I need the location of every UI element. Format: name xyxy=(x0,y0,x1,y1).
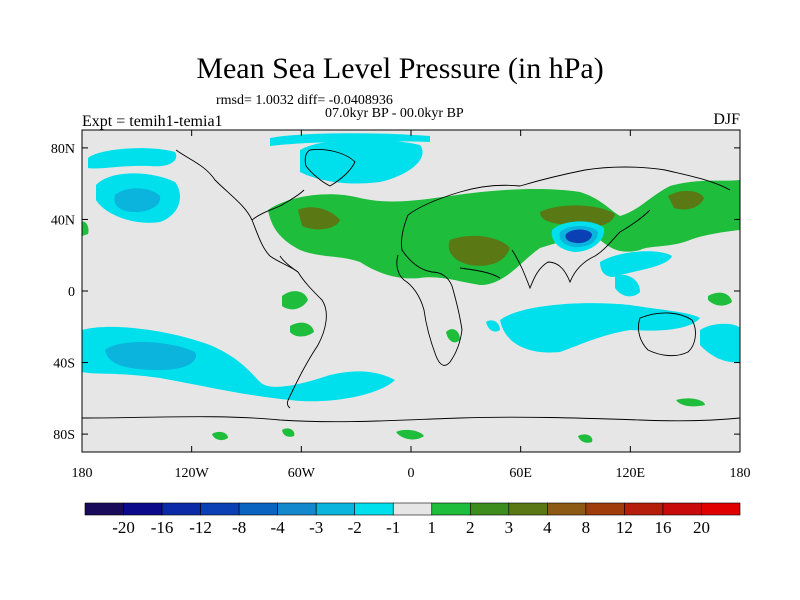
colorbar-swatch xyxy=(508,502,548,516)
latitude-axis: 80N 40N 0 40S 80S xyxy=(51,142,740,443)
tibetan-low-core xyxy=(565,229,592,244)
brazil-high-region xyxy=(290,322,314,337)
season-label: DJF xyxy=(713,111,740,128)
eurasia-high-region xyxy=(268,180,740,285)
lat-tick-label: 80S xyxy=(53,428,75,443)
south-america-high-region xyxy=(282,291,308,310)
lon-tick-label: 180 xyxy=(72,466,93,481)
colorbar-swatch xyxy=(315,502,356,516)
lat-tick-label: 0 xyxy=(68,285,75,300)
colorbar-label: -20 xyxy=(112,518,135,537)
colorbar-swatch xyxy=(200,502,240,516)
colorbar-swatch xyxy=(624,502,664,516)
experiment-label: Expt = temih1-temia1 xyxy=(82,113,223,130)
period-text: 07.0kyr BP - 00.0kyr BP xyxy=(325,106,464,121)
map-background xyxy=(82,130,740,452)
colorbar-label: 12 xyxy=(616,518,633,537)
pacific-coast-high-region xyxy=(82,221,89,236)
colorbar-label: 2 xyxy=(466,518,475,537)
colorbar-swatch xyxy=(277,502,317,516)
lat-tick-label: 80N xyxy=(51,142,75,157)
colorbar-label: 16 xyxy=(654,518,671,537)
colorbar-swatch xyxy=(238,502,278,516)
arctic-strip-region xyxy=(270,133,430,146)
arctic-low-region xyxy=(88,148,177,169)
south-pacific-low-core xyxy=(105,341,196,370)
coastlines xyxy=(82,149,740,423)
north-pacific-low-core xyxy=(114,188,161,212)
antarctic-high-4 xyxy=(578,434,593,443)
colorbar-swatch xyxy=(585,502,625,516)
indian-ocean-low-region xyxy=(500,303,700,353)
colorbar-label: -16 xyxy=(151,518,174,537)
east-asia-high-core xyxy=(668,190,704,210)
colorbar-label: -8 xyxy=(232,518,246,537)
southern-africa-high-region xyxy=(446,329,460,343)
colorbar-label: -1 xyxy=(386,518,400,537)
western-pacific-low-region xyxy=(600,251,672,277)
colorbar-label: 3 xyxy=(505,518,514,537)
colorbar-swatch xyxy=(123,502,163,516)
antarctic-high-2 xyxy=(396,429,424,440)
colorbar-label: 20 xyxy=(693,518,710,537)
southern-ocean-high-region xyxy=(676,398,705,407)
colorbar-label: 1 xyxy=(428,518,437,537)
colorbar-label: 4 xyxy=(543,518,552,537)
colorbar-swatch xyxy=(701,502,741,516)
southeast-pacific-low-region xyxy=(700,323,740,363)
colorbar-swatch xyxy=(431,502,471,516)
pressure-field xyxy=(82,133,740,443)
stats-text: rmsd= 1.0032 diff= -0.0408936 xyxy=(216,93,393,108)
lon-tick-label: 60W xyxy=(288,466,316,481)
eurasia-high-core-east xyxy=(540,205,615,227)
lat-tick-label: 40N xyxy=(51,213,75,228)
longitude-axis: 180 120W 60W 0 60E 120E 180 xyxy=(72,130,751,481)
colorbar-swatch xyxy=(161,502,201,516)
colorbar-label: -12 xyxy=(189,518,212,537)
colorbar-swatch xyxy=(84,502,124,516)
colorbar-label: 8 xyxy=(582,518,591,537)
antarctic-high-3 xyxy=(282,428,295,437)
philippine-low-region xyxy=(615,274,640,297)
madagascar-low-region xyxy=(486,320,500,332)
eurasia-high-core-mid xyxy=(448,235,510,266)
colorbar: -20 -16 -12 -8 -4 -3 -2 -1 1 2 3 4 8 12 16 20 xyxy=(84,502,741,537)
colorbar-label: -4 xyxy=(271,518,286,537)
colorbar-swatch xyxy=(547,502,587,516)
lat-tick-label: 40S xyxy=(53,357,75,372)
lon-tick-label: 180 xyxy=(730,466,751,481)
eurasia-high-core-west xyxy=(298,207,340,230)
lon-tick-label: 120E xyxy=(616,466,646,481)
lon-tick-label: 0 xyxy=(408,466,415,481)
lon-tick-label: 60E xyxy=(509,466,532,481)
chart-title: Mean Sea Level Pressure (in hPa) xyxy=(196,52,604,85)
colorbar-swatch xyxy=(354,502,394,516)
antarctic-high-1 xyxy=(212,431,228,441)
colorbar-label: -3 xyxy=(309,518,323,537)
colorbar-swatch xyxy=(392,502,433,516)
lon-tick-label: 120W xyxy=(175,466,210,481)
colorbar-label: -2 xyxy=(348,518,362,537)
colorbar-swatch xyxy=(469,502,510,516)
australia-high-region xyxy=(708,292,732,306)
colorbar-swatch xyxy=(662,502,702,516)
